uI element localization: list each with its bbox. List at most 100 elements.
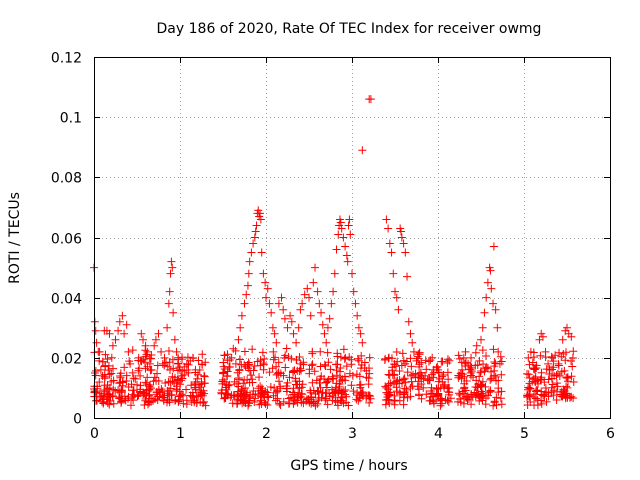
data-point — [567, 332, 576, 341]
data-point — [339, 233, 348, 242]
data-point — [309, 386, 318, 395]
data-point — [182, 396, 191, 405]
data-point — [245, 394, 254, 403]
data-point — [100, 381, 109, 390]
data-point — [282, 344, 291, 353]
data-point — [438, 372, 447, 381]
data-point — [270, 329, 279, 338]
data-point — [225, 380, 234, 389]
x-tick-label: 4 — [434, 426, 443, 442]
data-point — [261, 278, 270, 287]
data-point — [356, 383, 365, 392]
data-point — [387, 248, 396, 257]
data-point — [194, 370, 203, 379]
data-point — [256, 215, 265, 224]
data-point — [472, 341, 481, 350]
data-point — [288, 390, 297, 399]
data-point — [164, 347, 173, 356]
data-point — [267, 308, 276, 317]
data-point — [497, 370, 506, 379]
data-point — [494, 384, 503, 393]
data-point — [327, 299, 336, 308]
data-point — [473, 361, 482, 370]
data-point — [351, 299, 360, 308]
data-point — [154, 386, 163, 395]
data-point — [295, 367, 304, 376]
data-point — [107, 353, 116, 362]
data-point — [277, 293, 286, 302]
data-point — [468, 393, 477, 402]
data-point — [353, 311, 362, 320]
data-point — [563, 383, 572, 392]
data-point — [244, 401, 253, 410]
data-point — [454, 351, 463, 360]
data-point — [466, 361, 475, 370]
data-point — [438, 357, 447, 366]
data-point — [235, 366, 244, 375]
data-point — [537, 399, 546, 408]
data-point — [228, 399, 237, 408]
data-point — [336, 353, 345, 362]
data-point — [528, 358, 537, 367]
data-point — [429, 373, 438, 382]
data-point — [135, 364, 144, 373]
data-point — [322, 338, 331, 347]
data-point — [480, 367, 489, 376]
data-point — [251, 227, 260, 236]
data-point — [357, 388, 366, 397]
data-point — [422, 390, 431, 399]
data-point — [255, 373, 264, 382]
x-tick-label: 6 — [606, 426, 615, 442]
axis-ticks — [94, 57, 611, 419]
data-point — [307, 393, 316, 402]
data-point — [122, 320, 131, 329]
data-point — [302, 395, 311, 404]
data-point — [150, 341, 159, 350]
data-point — [92, 388, 101, 397]
data-point — [166, 269, 175, 278]
data-point — [544, 359, 553, 368]
data-point — [530, 390, 539, 399]
data-point — [275, 399, 284, 408]
data-point — [458, 365, 467, 374]
data-point — [103, 355, 112, 364]
data-point — [342, 251, 351, 260]
data-point — [552, 379, 561, 388]
data-point — [272, 362, 281, 371]
data-point — [300, 290, 309, 299]
data-point — [524, 353, 533, 362]
data-point — [179, 399, 188, 408]
data-point — [92, 338, 101, 347]
data-point — [324, 358, 333, 367]
data-point — [160, 391, 169, 400]
data-point — [317, 393, 326, 402]
data-point — [311, 263, 320, 272]
data-point — [397, 361, 406, 370]
data-point — [293, 380, 302, 389]
data-point — [342, 362, 351, 371]
y-axis-label: ROTI / TECUs — [7, 192, 23, 284]
data-point — [175, 387, 184, 396]
data-point — [234, 335, 243, 344]
data-point — [285, 373, 294, 382]
data-point — [308, 347, 317, 356]
data-point — [457, 358, 466, 367]
data-point — [382, 388, 391, 397]
data-point — [408, 382, 417, 391]
data-point — [434, 389, 443, 398]
data-point — [476, 368, 485, 377]
data-point — [337, 224, 346, 233]
data-point — [121, 396, 130, 405]
data-point — [554, 361, 563, 370]
data-point — [172, 378, 181, 387]
data-point — [529, 353, 538, 362]
data-point — [347, 355, 356, 364]
data-point — [293, 391, 302, 400]
data-point — [160, 353, 169, 362]
data-point — [220, 394, 229, 403]
data-point — [434, 368, 443, 377]
data-point — [336, 367, 345, 376]
data-point — [466, 371, 475, 380]
data-point — [163, 323, 172, 332]
